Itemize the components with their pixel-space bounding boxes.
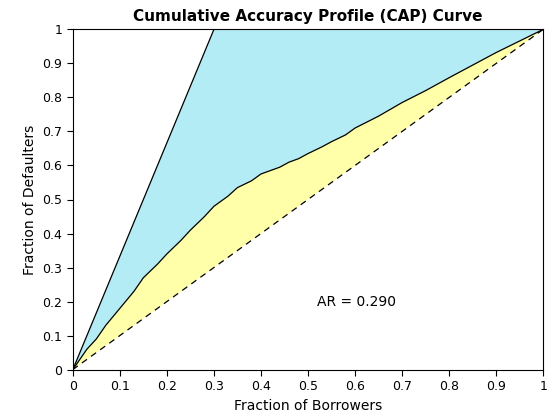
Y-axis label: Fraction of Defaulters: Fraction of Defaulters [23, 124, 37, 275]
Title: Cumulative Accuracy Profile (CAP) Curve: Cumulative Accuracy Profile (CAP) Curve [133, 9, 483, 24]
Polygon shape [73, 29, 543, 370]
Polygon shape [73, 29, 543, 370]
Text: AR = 0.290: AR = 0.290 [318, 294, 396, 309]
X-axis label: Fraction of Borrowers: Fraction of Borrowers [234, 399, 382, 412]
